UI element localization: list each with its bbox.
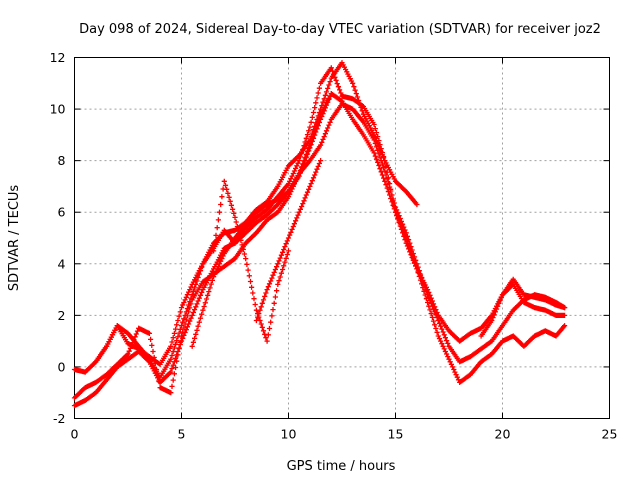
x-tick-label: 20 (495, 427, 511, 442)
x-tick-label: 5 (178, 427, 186, 442)
tick-layer: 0 5 10 15 20 25 -2 0 2 4 6 8 10 12 (50, 50, 618, 442)
y-axis-title: SDTVAR / TECUs (7, 185, 22, 292)
x-axis-title: GPS time / hours (287, 459, 396, 474)
y-tick-label: 12 (50, 50, 66, 65)
x-tick-label: 15 (388, 427, 404, 442)
y-tick-label: 2 (58, 308, 66, 323)
x-tick-label: 0 (71, 427, 79, 442)
grid-layer (74, 57, 610, 419)
series-track-7 (253, 158, 324, 324)
x-tick-label: 25 (602, 427, 618, 442)
series-track-6 (211, 178, 292, 344)
y-tick-label: 6 (58, 205, 66, 220)
chart-title: Day 098 of 2024, Sidereal Day-to-day VTE… (79, 22, 601, 37)
data-layer (71, 60, 568, 409)
y-tick-label: 8 (58, 153, 66, 168)
series-track-8 (478, 281, 568, 339)
series-track-1 (71, 91, 568, 409)
plot-frame (74, 57, 610, 419)
data-markers (253, 158, 324, 324)
data-markers (71, 91, 568, 409)
data-markers (93, 60, 420, 380)
series-track-4 (93, 60, 420, 380)
y-tick-label: 10 (50, 102, 66, 117)
data-markers (478, 281, 568, 339)
series-track-2 (71, 65, 568, 375)
y-tick-label: 0 (58, 359, 66, 374)
y-tick-label: 4 (58, 256, 66, 271)
y-tick-label: -2 (53, 411, 65, 426)
x-tick-label: 10 (281, 427, 297, 442)
